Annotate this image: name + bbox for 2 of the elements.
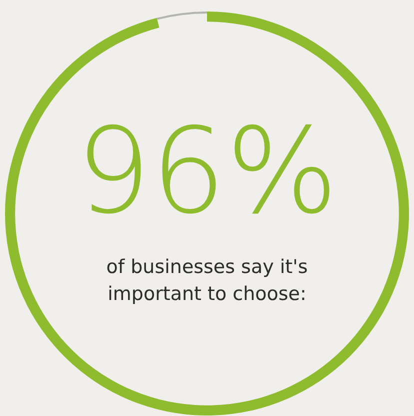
data-label: 96% (76, 102, 338, 240)
text: of businesses say it's important to choose: (105, 255, 309, 307)
